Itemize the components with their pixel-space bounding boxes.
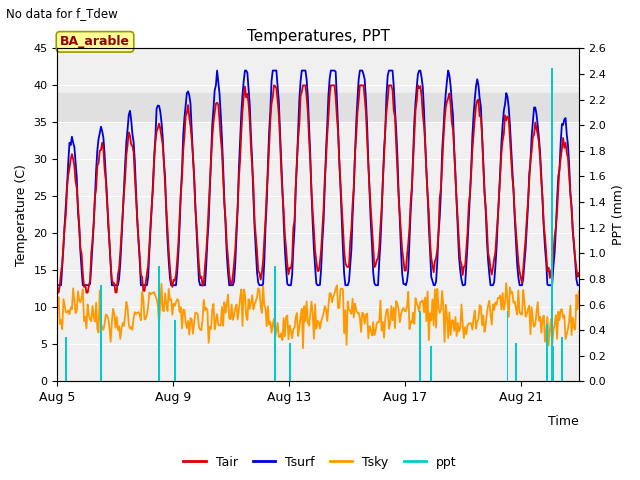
Bar xyxy=(158,266,160,382)
Text: Time: Time xyxy=(548,415,579,428)
Bar xyxy=(551,68,553,382)
Title: Temperatures, PPT: Temperatures, PPT xyxy=(246,29,390,44)
Bar xyxy=(100,285,102,382)
Bar xyxy=(419,311,421,382)
Bar xyxy=(430,346,432,382)
Bar xyxy=(552,346,554,382)
Text: No data for f_Tdew: No data for f_Tdew xyxy=(6,7,118,20)
Y-axis label: Temperature (C): Temperature (C) xyxy=(15,164,28,266)
Bar xyxy=(507,311,508,382)
Bar xyxy=(515,343,517,382)
Legend: Tair, Tsurf, Tsky, ppt: Tair, Tsurf, Tsky, ppt xyxy=(179,451,461,474)
Bar xyxy=(174,320,175,382)
Text: BA_arable: BA_arable xyxy=(60,36,130,48)
Bar xyxy=(561,336,563,382)
Bar xyxy=(289,343,291,382)
Bar xyxy=(58,93,579,122)
Bar xyxy=(275,266,276,382)
Bar xyxy=(547,324,548,382)
Y-axis label: PPT (mm): PPT (mm) xyxy=(612,184,625,245)
Bar xyxy=(65,336,67,382)
